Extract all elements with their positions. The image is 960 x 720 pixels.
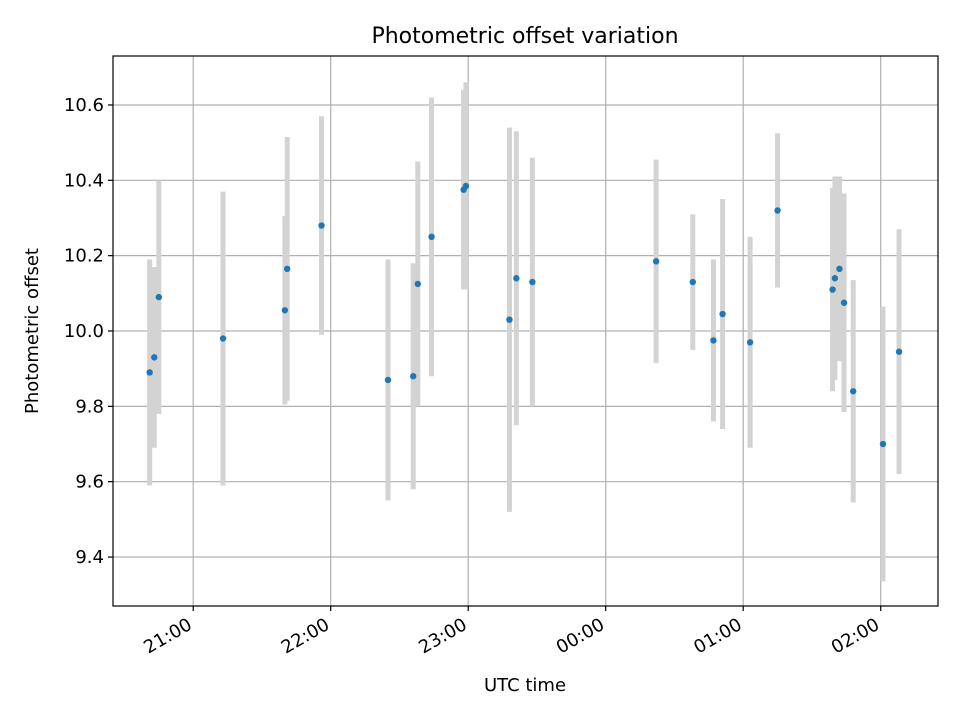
data-point bbox=[410, 373, 417, 380]
y-axis-ticks: 9.4 9.6 9.8 10.0 10.2 10.4 10.6 bbox=[64, 95, 113, 568]
data-point bbox=[155, 293, 163, 301]
data-point bbox=[746, 339, 754, 346]
data-point bbox=[850, 388, 857, 395]
y-tick-label: 10.2 bbox=[64, 246, 104, 267]
data-point bbox=[428, 233, 435, 241]
data-point bbox=[146, 369, 153, 376]
data-points bbox=[146, 182, 903, 448]
data-point bbox=[836, 265, 843, 273]
y-tick-label: 9.8 bbox=[75, 396, 104, 417]
data-point bbox=[506, 316, 513, 323]
data-point bbox=[462, 182, 470, 190]
data-point bbox=[774, 207, 781, 214]
y-tick-label: 9.6 bbox=[75, 472, 104, 493]
data-point bbox=[710, 337, 717, 344]
data-point bbox=[829, 286, 836, 293]
data-point bbox=[719, 310, 726, 318]
data-point bbox=[283, 265, 291, 273]
data-point bbox=[529, 278, 536, 286]
y-tick-label: 9.4 bbox=[75, 547, 104, 568]
data-point bbox=[513, 275, 520, 282]
data-point bbox=[879, 440, 887, 448]
data-point bbox=[318, 222, 325, 229]
data-point bbox=[895, 348, 903, 355]
data-point bbox=[281, 307, 289, 314]
x-axis-label: UTC time bbox=[484, 675, 566, 696]
y-axis-label: Photometric offset bbox=[22, 248, 43, 414]
data-point bbox=[840, 299, 848, 306]
y-tick-label: 10.6 bbox=[64, 95, 104, 116]
data-point bbox=[652, 258, 660, 265]
data-point bbox=[151, 354, 158, 361]
y-tick-label: 10.4 bbox=[64, 170, 104, 191]
data-point bbox=[219, 335, 227, 342]
data-point bbox=[384, 376, 392, 384]
y-tick-label: 10.0 bbox=[64, 321, 104, 342]
data-point bbox=[689, 278, 696, 286]
data-point bbox=[831, 275, 839, 282]
data-point bbox=[414, 280, 421, 288]
chart-title: Photometric offset variation bbox=[371, 24, 678, 49]
